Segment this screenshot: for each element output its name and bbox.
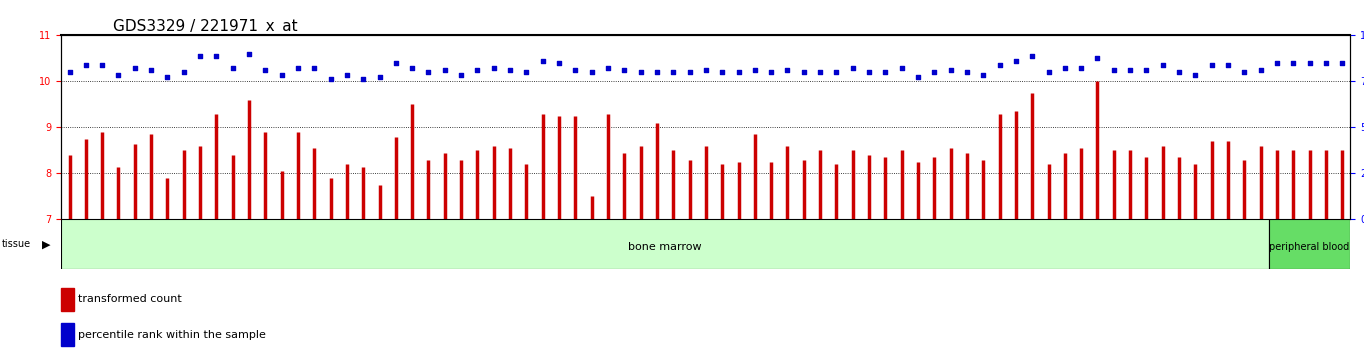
Point: [173, 69, 195, 75]
Point: [286, 65, 308, 70]
Point: [1087, 56, 1109, 61]
Text: transformed count: transformed count: [79, 295, 183, 304]
Point: [1151, 62, 1173, 68]
Point: [1135, 67, 1157, 73]
Point: [417, 69, 439, 75]
Text: bone marrow: bone marrow: [629, 242, 702, 252]
Point: [1005, 58, 1027, 64]
Point: [694, 67, 717, 73]
Point: [989, 62, 1011, 68]
Point: [1331, 60, 1353, 66]
Point: [614, 67, 636, 73]
Point: [1103, 67, 1125, 73]
Point: [140, 67, 162, 73]
Point: [450, 72, 472, 77]
Point: [891, 65, 913, 70]
Text: GDS3329 / 221971_x_at: GDS3329 / 221971_x_at: [113, 19, 297, 35]
Point: [776, 67, 798, 73]
Point: [858, 69, 880, 75]
Point: [663, 69, 685, 75]
Point: [157, 74, 179, 80]
Text: percentile rank within the sample: percentile rank within the sample: [79, 330, 266, 339]
Bar: [61, 323, 74, 346]
Point: [270, 72, 292, 77]
Point: [75, 62, 97, 68]
Point: [532, 58, 554, 64]
Point: [368, 74, 390, 80]
Point: [385, 60, 406, 66]
Point: [222, 65, 244, 70]
FancyBboxPatch shape: [61, 219, 1269, 269]
Point: [1249, 67, 1271, 73]
Text: tissue: tissue: [1, 239, 30, 249]
Point: [1038, 69, 1060, 75]
Point: [319, 76, 341, 82]
Point: [466, 67, 488, 73]
Point: [842, 65, 863, 70]
Point: [516, 69, 537, 75]
Point: [973, 72, 994, 77]
Point: [597, 65, 619, 70]
Point: [483, 65, 505, 70]
Text: peripheral blood: peripheral blood: [1270, 242, 1350, 252]
Point: [190, 53, 211, 59]
Point: [1184, 72, 1206, 77]
Point: [792, 69, 814, 75]
Point: [581, 69, 603, 75]
Point: [352, 76, 374, 82]
Point: [499, 67, 521, 73]
Point: [303, 65, 325, 70]
Point: [91, 62, 113, 68]
Point: [336, 72, 357, 77]
Point: [255, 67, 277, 73]
Point: [1168, 69, 1189, 75]
Point: [1071, 65, 1093, 70]
Point: [743, 67, 765, 73]
Point: [124, 65, 146, 70]
Point: [907, 74, 929, 80]
FancyBboxPatch shape: [1269, 219, 1350, 269]
Bar: [61, 288, 74, 311]
Point: [565, 67, 587, 73]
Point: [1299, 60, 1320, 66]
Point: [874, 69, 896, 75]
Point: [825, 69, 847, 75]
Point: [647, 69, 668, 75]
Point: [1315, 60, 1337, 66]
Point: [1054, 65, 1076, 70]
Point: [1120, 67, 1142, 73]
Point: [548, 60, 570, 66]
Point: [940, 67, 962, 73]
Point: [760, 69, 782, 75]
Point: [956, 69, 978, 75]
Point: [1282, 60, 1304, 66]
Point: [206, 53, 228, 59]
Point: [1266, 60, 1288, 66]
Point: [679, 69, 701, 75]
Point: [809, 69, 831, 75]
Point: [711, 69, 732, 75]
Point: [59, 69, 80, 75]
Point: [1233, 69, 1255, 75]
Point: [923, 69, 945, 75]
Point: [401, 65, 423, 70]
Point: [108, 72, 130, 77]
Point: [1200, 62, 1222, 68]
Text: ▶: ▶: [42, 239, 50, 249]
Point: [434, 67, 456, 73]
Point: [1022, 53, 1043, 59]
Point: [239, 51, 261, 57]
Point: [1217, 62, 1239, 68]
Point: [727, 69, 749, 75]
Point: [630, 69, 652, 75]
